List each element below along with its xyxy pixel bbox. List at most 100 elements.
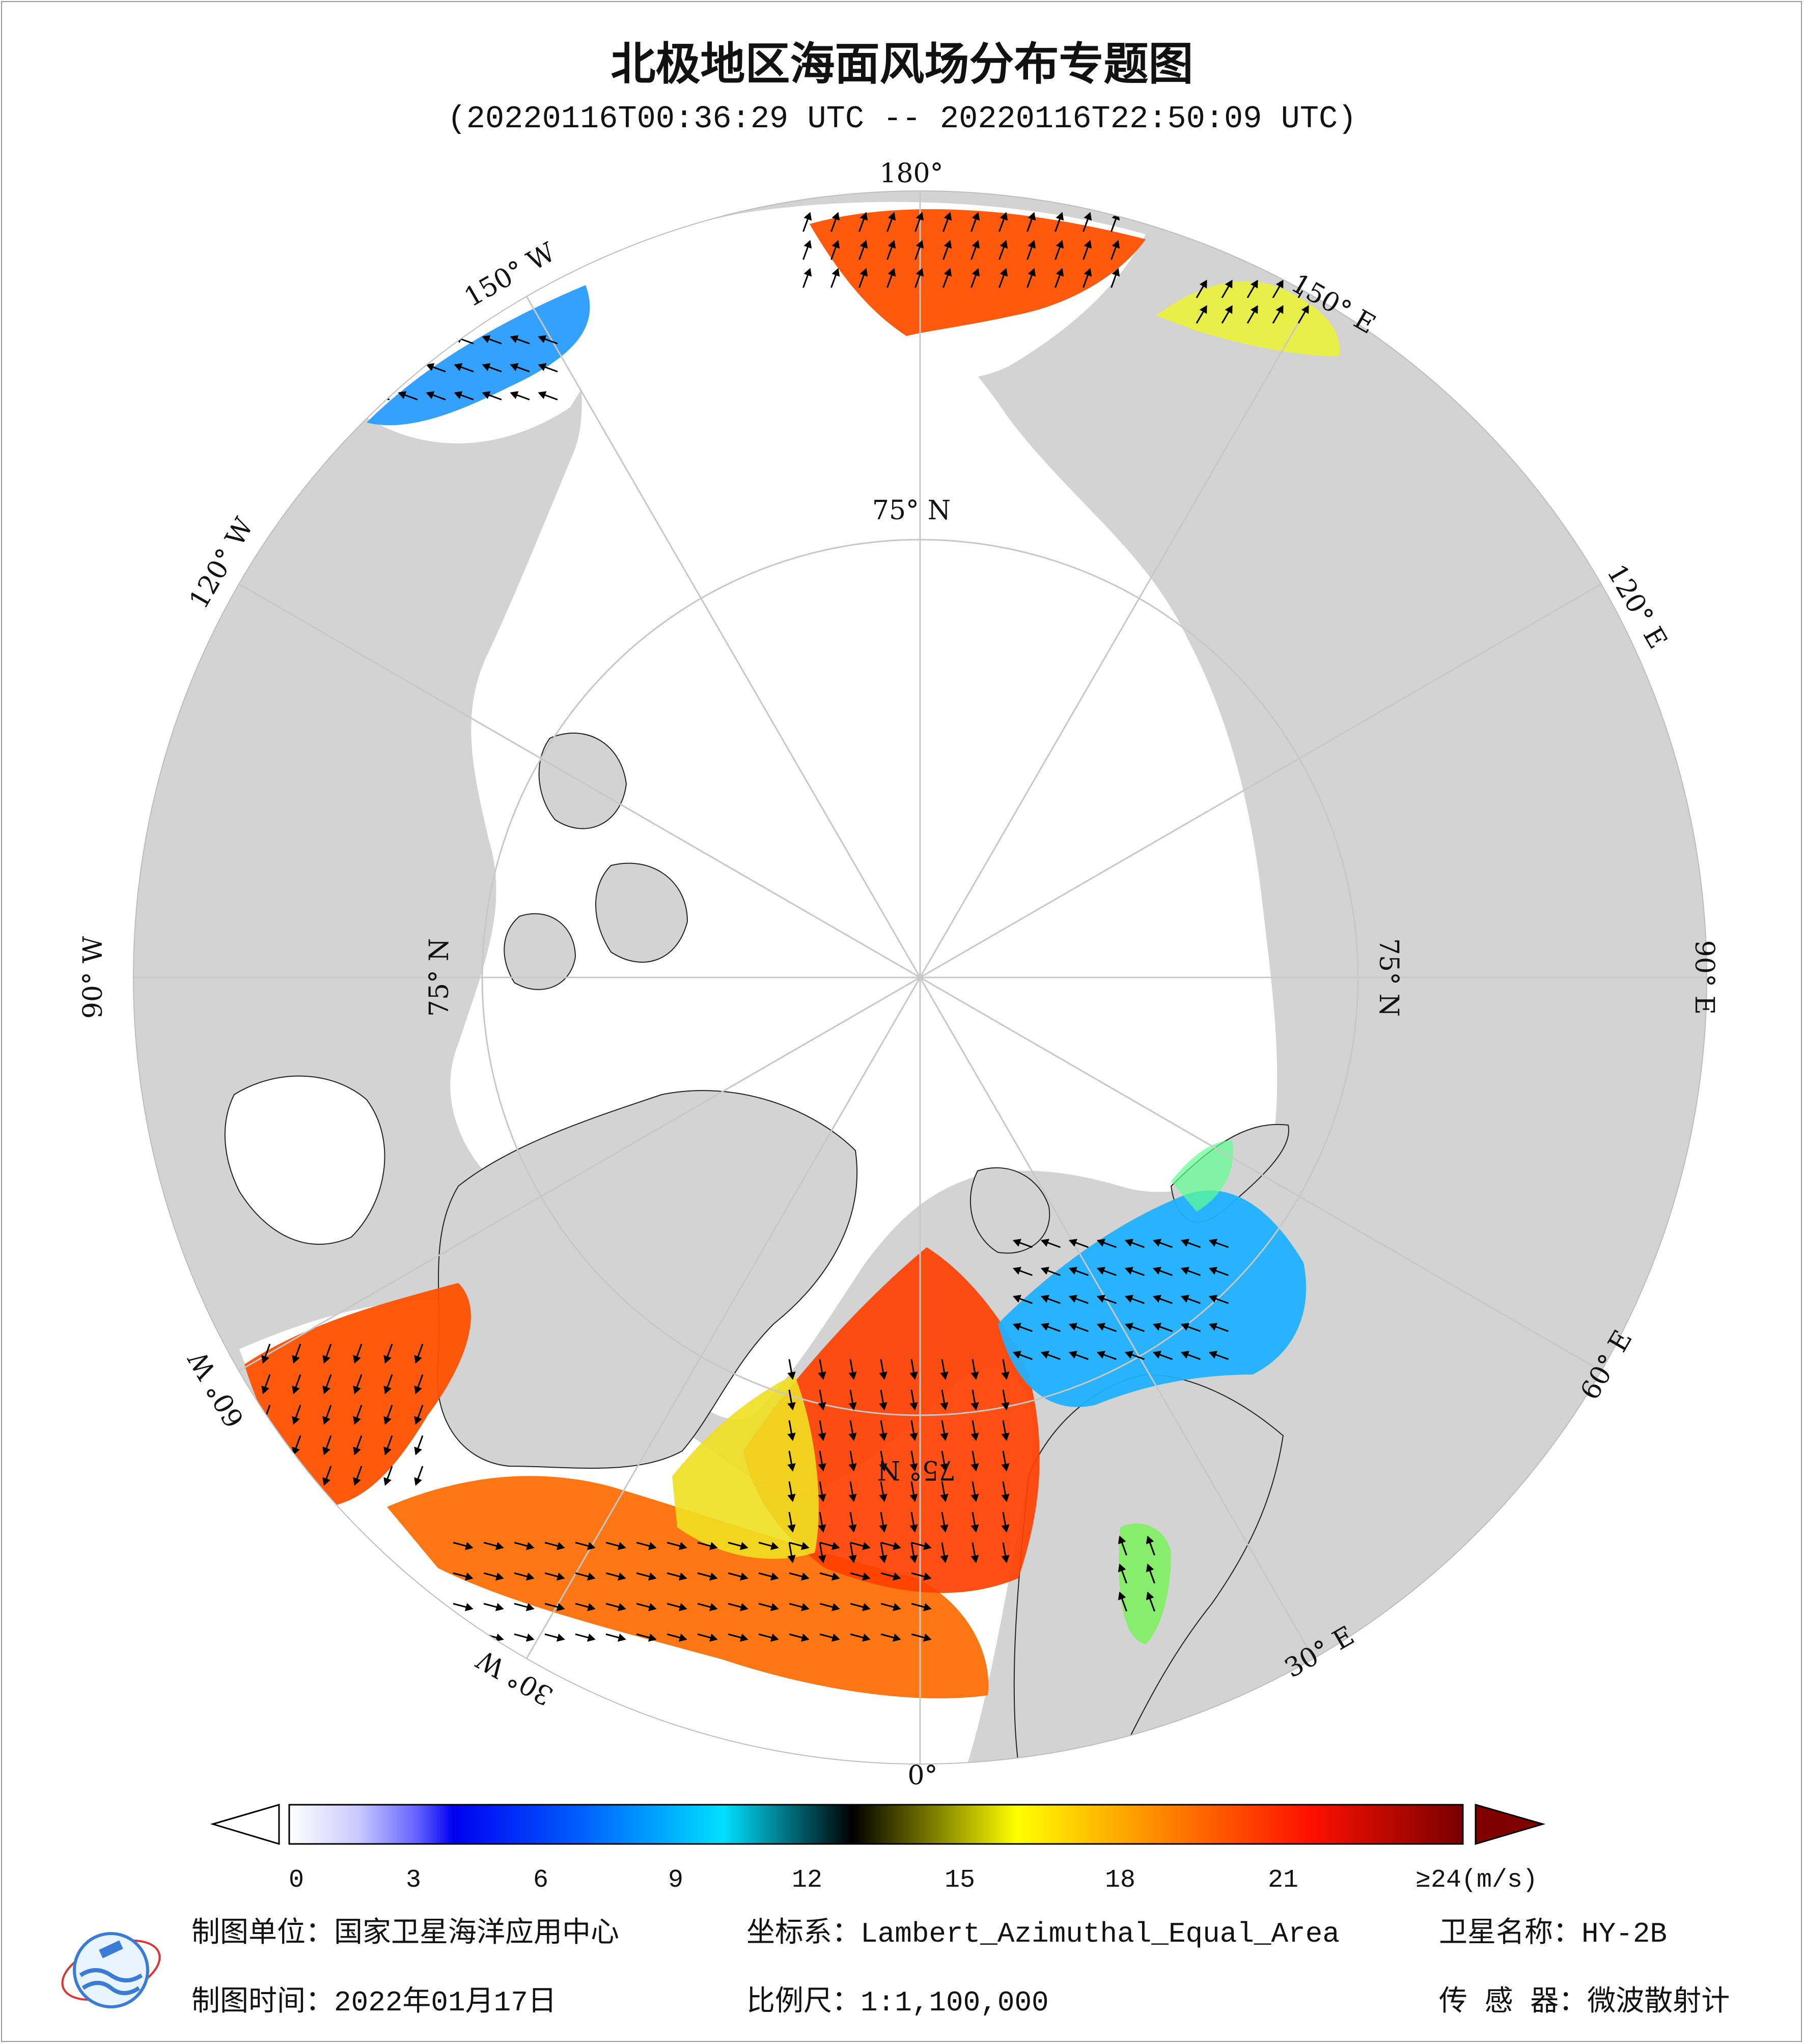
wind-arrow-head — [538, 391, 547, 399]
wind-arrow-head — [831, 268, 840, 277]
wind-arrow-head — [1208, 1239, 1217, 1247]
wind-arrow-head — [818, 1555, 826, 1563]
wind-arrow-head — [414, 1446, 422, 1455]
wind-arrow-head — [454, 391, 463, 399]
wind-arrow-head — [353, 1355, 361, 1364]
wind-arrow-head — [831, 1542, 840, 1550]
wind-arrow-head — [818, 1433, 826, 1441]
wind-arrow-head — [1225, 279, 1233, 289]
wind-arrow-head — [770, 1572, 779, 1581]
wind-arrow-head — [1001, 1463, 1010, 1472]
colorbar-tick-3: 3 — [405, 1866, 422, 1895]
wind-arrow-head — [831, 240, 840, 249]
wind-arrow-head — [887, 212, 896, 221]
wind-arrow-head — [322, 1355, 330, 1364]
wind-arrow-head — [495, 1572, 504, 1581]
wind-arrow-head — [678, 1633, 687, 1642]
wind-arrow-head — [1124, 1267, 1133, 1275]
wind-arrow-head — [909, 1463, 918, 1472]
wind-arrow-head — [495, 1603, 504, 1611]
wind-arrow-head — [322, 1477, 330, 1486]
wind-arrow-head — [862, 1633, 871, 1642]
wind-arrow-head — [1028, 240, 1036, 249]
wind-arrow-head — [909, 1433, 918, 1441]
wind-arrow-head — [398, 391, 407, 399]
wind-arrow-head — [414, 1355, 422, 1364]
wind-arrow-head — [1012, 1239, 1021, 1247]
wind-arrow-head — [1112, 268, 1120, 277]
wind-arrow-head — [1068, 1267, 1077, 1275]
wind-arrow-head — [292, 1477, 300, 1486]
wind-arrow-head — [1250, 305, 1258, 314]
wind-arrow-head — [648, 1542, 657, 1550]
wind-arrow-head — [848, 1524, 857, 1533]
wind-arrow-head — [909, 1494, 918, 1502]
wind-arrow-head — [1001, 1402, 1010, 1411]
wind-arrow-head — [862, 1603, 871, 1611]
wind-arrow-head — [859, 240, 868, 249]
wind-arrow-head — [709, 1542, 718, 1550]
wind-arrow-head — [454, 363, 463, 371]
wind-arrow-head — [261, 1355, 269, 1364]
wind-arrow-head — [464, 1633, 474, 1642]
wind-arrow-head — [495, 1633, 504, 1642]
wind-arrow-head — [525, 1572, 535, 1581]
wind-arrow-head — [818, 1402, 826, 1411]
wind-arrow-head — [892, 1603, 901, 1611]
wind-arrow-head — [943, 212, 952, 221]
wind-arrow-head — [1146, 1535, 1154, 1545]
wind-arrow-head — [1152, 1239, 1161, 1247]
wind-arrow-head — [482, 335, 491, 343]
wind-arrow-head — [1124, 1323, 1133, 1331]
wind-arrow-head — [1124, 1239, 1133, 1247]
wind-arrow-head — [800, 1633, 810, 1642]
label-90e: 90° E — [1689, 940, 1719, 1015]
wind-arrow-head — [383, 1446, 392, 1455]
wind-arrow-head — [1012, 1267, 1021, 1275]
wind-arrow-head — [1012, 1323, 1021, 1331]
wind-arrow-head — [1250, 279, 1258, 289]
wind-arrow-head — [617, 1603, 626, 1611]
wind-arrow-head — [800, 1542, 810, 1550]
wind-arrow-head — [538, 363, 547, 371]
wind-arrow — [453, 1633, 473, 1640]
wind-arrow-head — [1118, 1563, 1126, 1573]
wind-arrow-head — [1180, 1239, 1189, 1247]
wind-arrow-head — [1152, 1295, 1161, 1303]
wind-arrow-head — [292, 1446, 300, 1455]
wind-arrow-head — [510, 391, 519, 399]
wind-arrow-head — [859, 268, 868, 277]
wind-arrow-head — [1096, 1323, 1105, 1331]
wind-arrow-head — [970, 1433, 979, 1441]
wind-arrow-head — [1180, 1295, 1189, 1303]
wind-arrow — [371, 336, 390, 345]
colorbar-tick-12: 12 — [791, 1866, 823, 1895]
wind-arrow-head — [1275, 305, 1284, 314]
wind-arrow-head — [923, 1633, 932, 1642]
wind-arrow-head — [915, 240, 924, 249]
wind-arrow-head — [800, 1603, 810, 1611]
wind-arrow-head — [587, 1542, 596, 1550]
wind-arrow-head — [1118, 1591, 1126, 1601]
colorbar-tick-24: ≥24(m/s) — [1415, 1866, 1538, 1895]
wind-arrow-head — [909, 1555, 918, 1563]
wind-arrow-head — [848, 1555, 857, 1563]
east-siberian-region — [1156, 281, 1340, 356]
wind-arrow — [262, 1435, 271, 1454]
colorbar-tick-15: 15 — [944, 1866, 976, 1895]
wind-arrow-head — [1208, 1267, 1217, 1275]
wind-arrow-head — [972, 212, 980, 221]
wind-arrow-head — [972, 240, 980, 249]
wind-arrow-head — [1152, 1351, 1161, 1359]
labrador-region — [244, 1283, 471, 1507]
wind-arrow-head — [879, 1494, 887, 1502]
wind-arrow-head — [525, 1633, 535, 1642]
wind-arrow-head — [940, 1402, 949, 1411]
wind-arrow-head — [414, 1477, 422, 1486]
wind-arrow-head — [1001, 1494, 1010, 1502]
wind-arrow-head — [648, 1603, 657, 1611]
graticule — [133, 191, 1707, 1764]
wind-arrow-head — [787, 1371, 796, 1380]
wind-arrow-head — [879, 1371, 887, 1380]
